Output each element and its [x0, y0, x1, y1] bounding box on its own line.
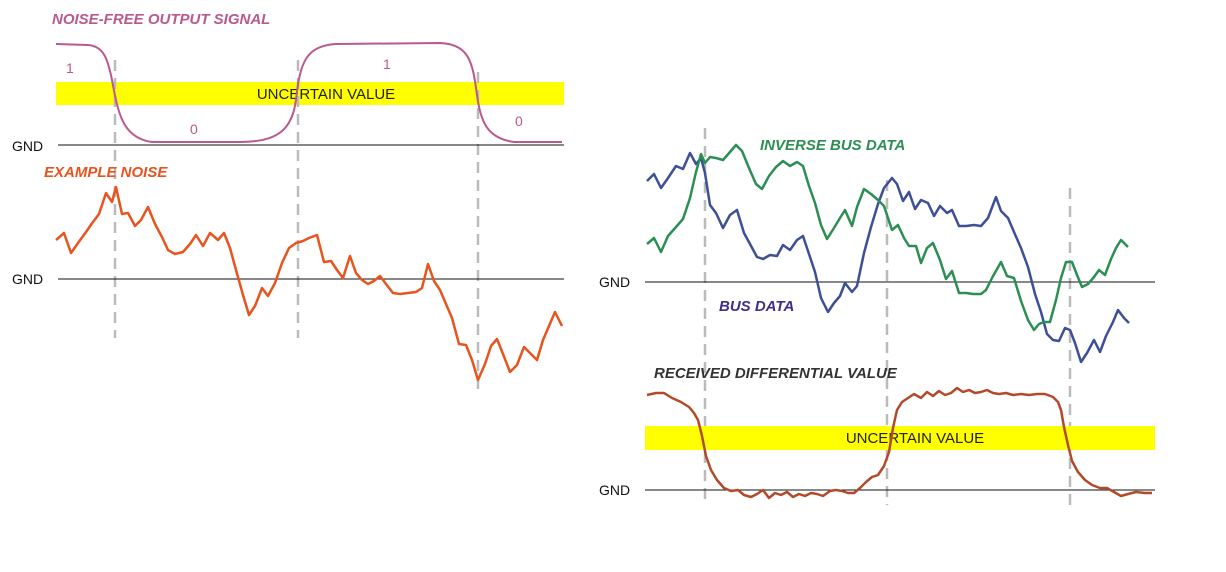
inverse-bus-title: INVERSE BUS DATA [760, 137, 905, 154]
received-differential-line [646, 386, 1152, 500]
uncertain-band-left [56, 82, 564, 105]
gnd-label-received: GND [599, 482, 630, 498]
gnd-label-signal: GND [12, 138, 43, 154]
noise-free-output-title: NOISE-FREE OUTPUT SIGNAL [52, 11, 270, 28]
gnd-label-noise: GND [12, 271, 43, 287]
bit-label-1b: 1 [383, 56, 391, 72]
left-panel: NOISE-FREE OUTPUT SIGNAL UNCERTAIN VALUE… [12, 11, 564, 392]
gnd-label-bus: GND [599, 274, 630, 290]
bus-data-line [646, 151, 1130, 364]
bit-label-0a: 0 [190, 121, 198, 137]
bus-data-title: BUS DATA [719, 298, 794, 315]
uncertain-label-left: UNCERTAIN VALUE [257, 86, 395, 103]
example-noise-line [55, 185, 564, 382]
right-panel: INVERSE BUS DATA GND BUS DATA RECEIVED D… [599, 128, 1155, 505]
bit-label-0b: 0 [515, 113, 523, 129]
bit-label-1a: 1 [66, 60, 74, 76]
inverse-bus-data-line [646, 143, 1129, 332]
uncertain-label-right: UNCERTAIN VALUE [846, 430, 984, 447]
example-noise-title: EXAMPLE NOISE [44, 164, 168, 181]
uncertain-band-right [645, 426, 1155, 450]
noise-free-signal-line [55, 41, 562, 143]
received-differential-title: RECEIVED DIFFERENTIAL VALUE [654, 365, 898, 382]
